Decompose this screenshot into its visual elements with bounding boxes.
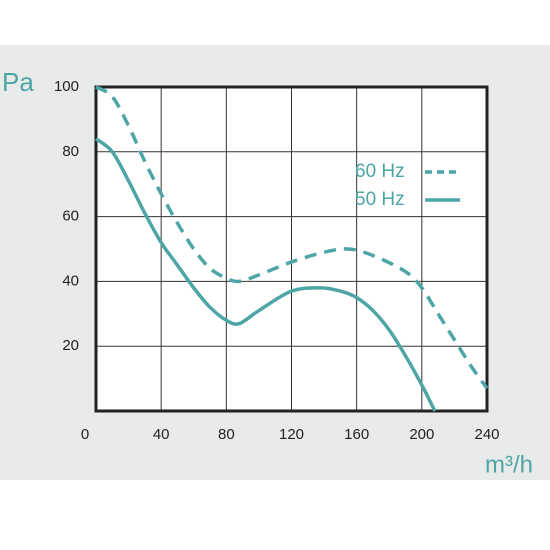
line-series: [95, 85, 489, 390]
x-axis-label: m³/h: [485, 451, 533, 478]
y-tick-label: 40: [62, 272, 79, 289]
x-tick-label: 0: [81, 426, 89, 443]
y-tick-label: 60: [62, 208, 79, 225]
x-tick-label: 160: [344, 426, 369, 443]
x-tick-label: 200: [409, 426, 434, 443]
line-series: [94, 137, 437, 412]
y-axis-label: Pa: [2, 67, 34, 97]
y-tick-label: 20: [62, 337, 79, 354]
x-tick-label: 240: [474, 426, 499, 443]
legend-label: 50 Hz: [355, 189, 405, 210]
x-tick-label: 80: [218, 426, 235, 443]
y-tick-label: 100: [54, 78, 79, 95]
legend-label: 60 Hz: [355, 161, 405, 182]
y-tick-label: 80: [62, 143, 79, 160]
x-tick-label: 120: [279, 426, 304, 443]
x-tick-label: 40: [153, 426, 170, 443]
plot-frame: [94, 85, 489, 413]
